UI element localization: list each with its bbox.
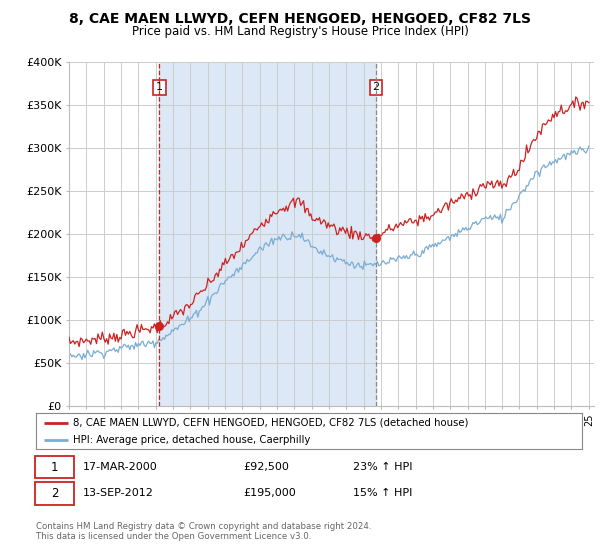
- Text: 2: 2: [51, 487, 58, 500]
- FancyBboxPatch shape: [35, 456, 74, 478]
- Text: 8, CAE MAEN LLWYD, CEFN HENGOED, HENGOED, CF82 7LS (detached house): 8, CAE MAEN LLWYD, CEFN HENGOED, HENGOED…: [73, 418, 469, 428]
- Text: Contains HM Land Registry data © Crown copyright and database right 2024.
This d: Contains HM Land Registry data © Crown c…: [36, 522, 371, 542]
- Bar: [159, 62, 376, 406]
- Text: 8, CAE MAEN LLWYD, CEFN HENGOED, HENGOED, CF82 7LS: 8, CAE MAEN LLWYD, CEFN HENGOED, HENGOED…: [69, 12, 531, 26]
- Text: 1: 1: [51, 460, 58, 474]
- Text: 23% ↑ HPI: 23% ↑ HPI: [353, 462, 412, 472]
- Text: 13-SEP-2012: 13-SEP-2012: [82, 488, 153, 498]
- FancyBboxPatch shape: [35, 482, 74, 505]
- Text: 17-MAR-2000: 17-MAR-2000: [82, 462, 157, 472]
- Text: 2: 2: [372, 82, 379, 92]
- Text: Price paid vs. HM Land Registry's House Price Index (HPI): Price paid vs. HM Land Registry's House …: [131, 25, 469, 38]
- Text: £92,500: £92,500: [244, 462, 289, 472]
- Text: 15% ↑ HPI: 15% ↑ HPI: [353, 488, 412, 498]
- Text: HPI: Average price, detached house, Caerphilly: HPI: Average price, detached house, Caer…: [73, 435, 311, 445]
- Text: 1: 1: [156, 82, 163, 92]
- Text: £195,000: £195,000: [244, 488, 296, 498]
